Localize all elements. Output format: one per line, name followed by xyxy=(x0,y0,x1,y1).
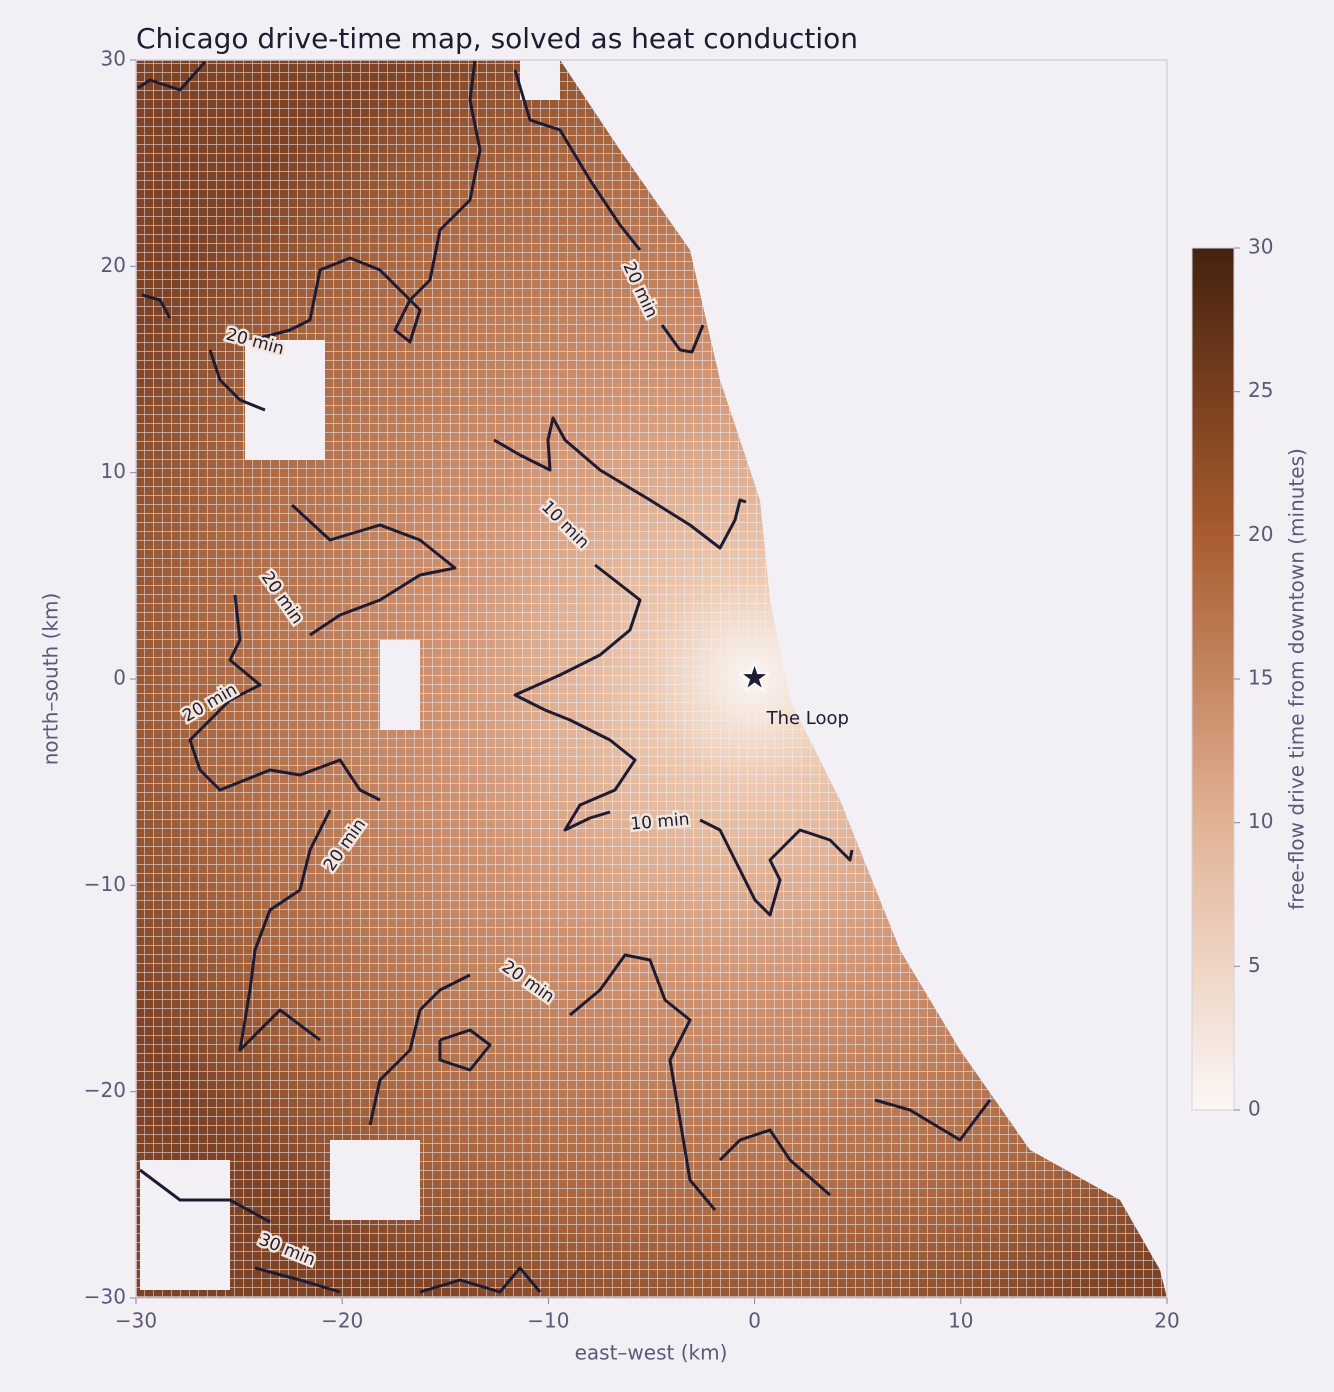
road-texture xyxy=(136,60,1167,1298)
contour-line xyxy=(569,953,717,1211)
x-tick-label: 0 xyxy=(748,1309,761,1333)
contour-line xyxy=(660,324,705,354)
map-area xyxy=(136,60,1167,1298)
contour-line xyxy=(699,818,854,917)
x-tick-label: −30 xyxy=(115,1309,157,1333)
contour-line xyxy=(137,61,207,92)
contour-line xyxy=(290,503,457,637)
colorbar-tick-label: 30 xyxy=(1248,235,1273,259)
colorbar xyxy=(1191,247,1235,1111)
colorbar-tick-label: 25 xyxy=(1248,378,1273,402)
annotation-marker: ★ xyxy=(741,661,768,696)
y-tick-label: 0 xyxy=(113,666,126,690)
x-tick-label: 10 xyxy=(948,1309,973,1333)
contour-line xyxy=(141,293,172,319)
contour-line xyxy=(438,1028,492,1072)
y-tick-label: 10 xyxy=(101,459,126,483)
y-tick-label: −20 xyxy=(84,1078,126,1102)
contour-line xyxy=(259,59,482,344)
y-tick-label: −10 xyxy=(84,872,126,896)
x-axis-label: east–west (km) xyxy=(575,1341,728,1365)
contour-line xyxy=(238,809,332,1052)
contour-line xyxy=(718,1128,831,1197)
colorbar-tick-label: 15 xyxy=(1248,666,1273,690)
y-axis-label: north–south (km) xyxy=(39,593,63,766)
contour-line xyxy=(208,349,266,412)
contour-line xyxy=(493,416,747,550)
empty-areas xyxy=(140,60,560,1290)
contour-line xyxy=(254,1266,341,1294)
contour-line xyxy=(513,563,642,832)
contour-line xyxy=(874,1098,992,1142)
y-tick-label: 20 xyxy=(101,253,126,277)
x-tick-label: −20 xyxy=(321,1309,363,1333)
contour-line xyxy=(368,973,471,1126)
annotation-label: The Loop xyxy=(766,708,849,729)
colorbar-tick-label: 5 xyxy=(1248,953,1261,977)
contour-line xyxy=(419,1266,542,1294)
colorbar-label: free-flow drive time from downtown (minu… xyxy=(1285,448,1309,910)
chart-title: Chicago drive-time map, solved as heat c… xyxy=(136,22,858,55)
contour-line xyxy=(513,69,642,251)
y-tick-label: 30 xyxy=(101,47,126,71)
x-tick-label: −10 xyxy=(527,1309,569,1333)
contour-line xyxy=(188,594,381,802)
colorbar-tick-label: 0 xyxy=(1248,1097,1261,1121)
colorbar-tick-label: 10 xyxy=(1248,809,1273,833)
colorbar-tick-label: 20 xyxy=(1248,522,1273,546)
contour-line xyxy=(139,1168,271,1224)
x-tick-label: 20 xyxy=(1154,1309,1179,1333)
y-tick-label: −30 xyxy=(84,1285,126,1309)
